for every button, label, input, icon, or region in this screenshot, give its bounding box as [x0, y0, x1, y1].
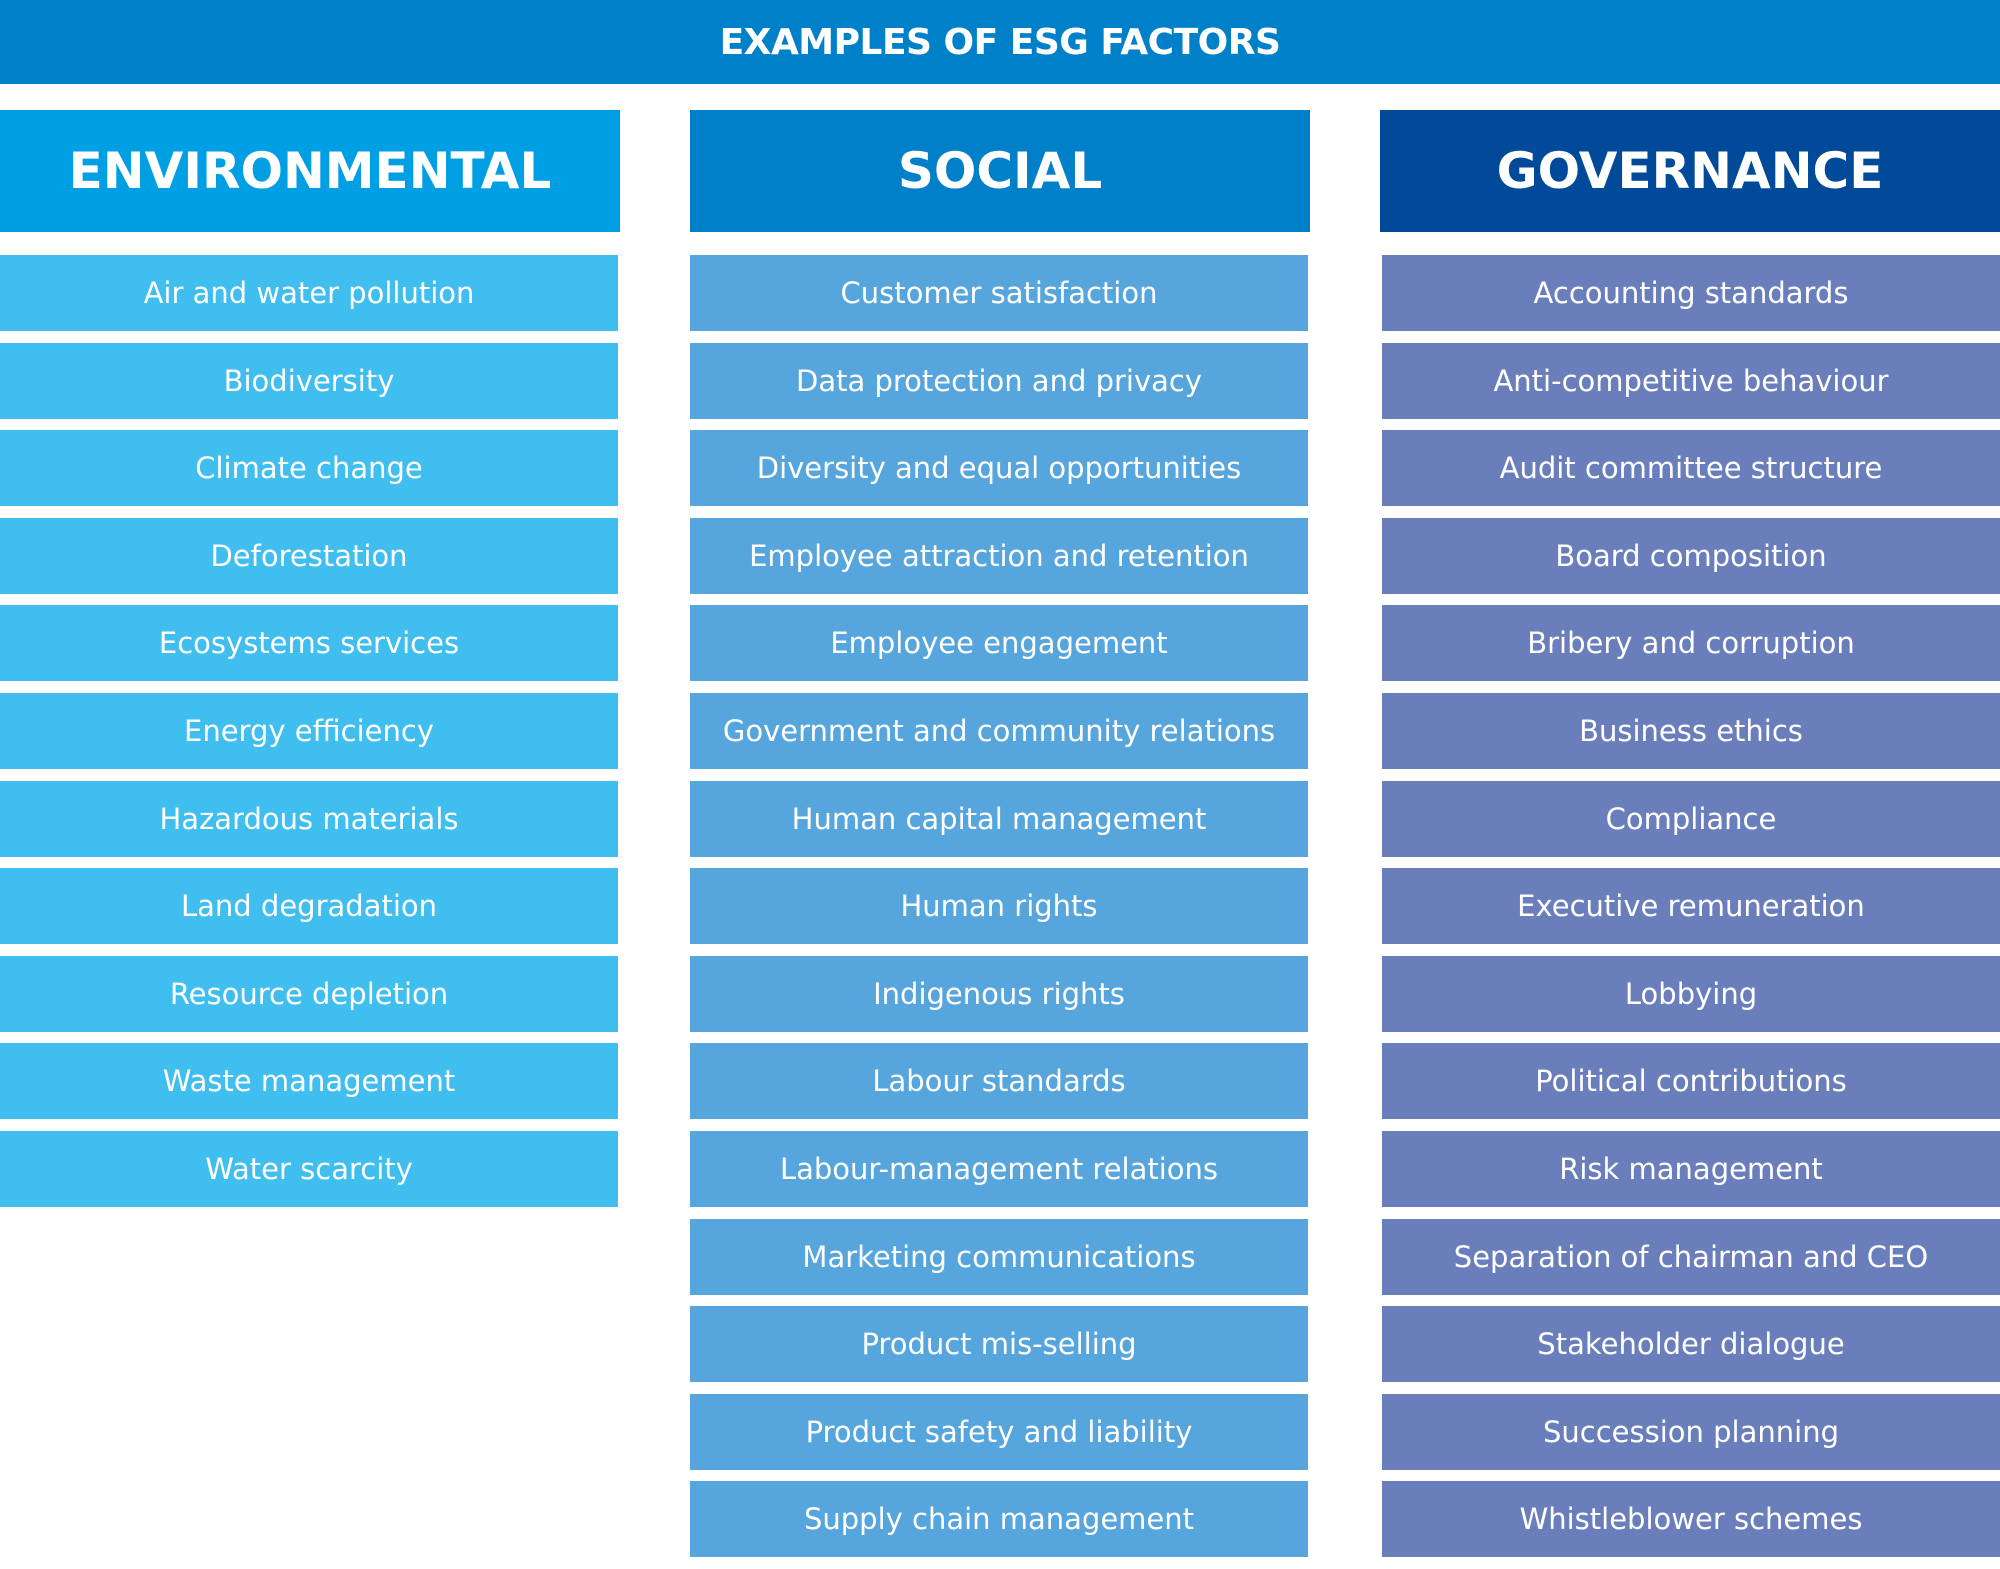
- factor-item: Audit committee structure: [1382, 430, 2000, 507]
- factor-item: Compliance: [1382, 780, 2000, 857]
- social-column: SOCIAL Customer satisfaction Data protect…: [690, 110, 1310, 1569]
- factor-item: Anti-competitive behaviour: [1382, 342, 2000, 419]
- factor-item: Waste management: [0, 1043, 618, 1120]
- factor-item: Product mis-selling: [690, 1306, 1308, 1383]
- factor-item: Resource depletion: [0, 955, 618, 1032]
- factor-item: Land degradation: [0, 868, 618, 945]
- factor-item: Employee engagement: [690, 605, 1308, 682]
- factor-item: Succession planning: [1382, 1393, 2000, 1470]
- factor-item: Human rights: [690, 868, 1308, 945]
- factor-item: Labour standards: [690, 1043, 1308, 1120]
- factor-item: Supply chain management: [690, 1481, 1308, 1558]
- factor-item: Ecosystems services: [0, 605, 618, 682]
- factor-item: Executive remuneration: [1382, 868, 2000, 945]
- diagram-title: EXAMPLES OF ESG FACTORS: [0, 0, 2000, 84]
- factor-item: Labour-management relations: [690, 1130, 1308, 1207]
- factor-item: Whistleblower schemes: [1382, 1481, 2000, 1558]
- factor-item: Marketing communications: [690, 1218, 1308, 1295]
- factor-item: Deforestation: [0, 517, 618, 594]
- factor-item: Energy efficiency: [0, 692, 618, 769]
- governance-column: GOVERNANCE Accounting standards Anti-comp…: [1380, 110, 2000, 1569]
- factor-item: Accounting standards: [1382, 255, 2000, 331]
- factor-item: Business ethics: [1382, 692, 2000, 769]
- factor-item: Product safety and liability: [690, 1393, 1308, 1470]
- factor-item: Human capital management: [690, 780, 1308, 857]
- factor-item: Political contributions: [1382, 1043, 2000, 1120]
- environmental-column: ENVIRONMENTAL Air and water pollution Bio…: [0, 110, 620, 1219]
- factor-item: Hazardous materials: [0, 780, 618, 857]
- factor-item: Biodiversity: [0, 342, 618, 419]
- factor-item: Board composition: [1382, 517, 2000, 594]
- factor-item: Risk management: [1382, 1130, 2000, 1207]
- factor-item: Climate change: [0, 430, 618, 507]
- social-heading: SOCIAL: [690, 110, 1310, 232]
- factor-item: Air and water pollution: [0, 255, 618, 331]
- factor-item: Government and community relations: [690, 692, 1308, 769]
- factor-item: Customer satisfaction: [690, 255, 1308, 331]
- factor-item: Water scarcity: [0, 1130, 618, 1207]
- factor-item: Employee attraction and retention: [690, 517, 1308, 594]
- factor-item: Lobbying: [1382, 955, 2000, 1032]
- factor-item: Diversity and equal opportunities: [690, 430, 1308, 507]
- factor-item: Stakeholder dialogue: [1382, 1306, 2000, 1383]
- environmental-heading: ENVIRONMENTAL: [0, 110, 620, 232]
- factor-item: Separation of chairman and CEO: [1382, 1218, 2000, 1295]
- factor-item: Bribery and corruption: [1382, 605, 2000, 682]
- governance-heading: GOVERNANCE: [1380, 110, 2000, 232]
- factor-item: Indigenous rights: [690, 955, 1308, 1032]
- factor-item: Data protection and privacy: [690, 342, 1308, 419]
